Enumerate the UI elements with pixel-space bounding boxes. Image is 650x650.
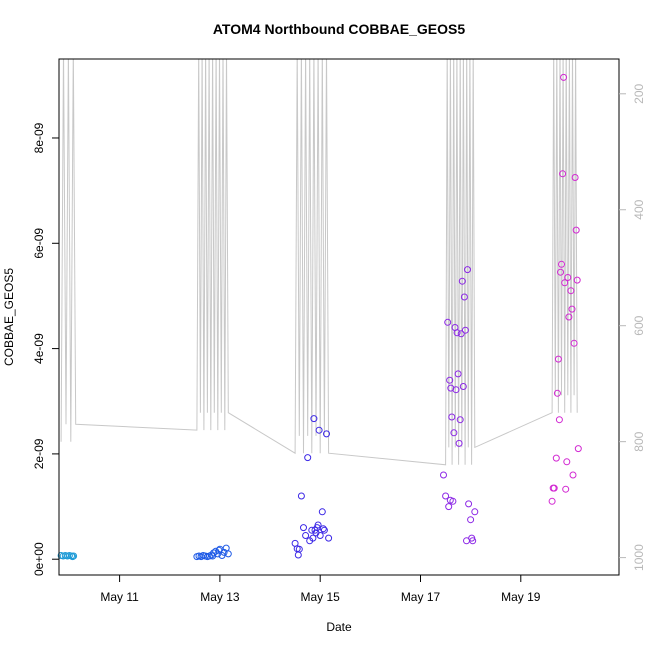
data-point [224, 550, 232, 558]
y-tick-label: 0e+00 [32, 542, 46, 576]
data-point [452, 386, 460, 394]
data-point [561, 279, 569, 287]
data-point [555, 416, 563, 424]
data-point [446, 496, 454, 504]
data-point [442, 492, 450, 500]
data-point [446, 376, 454, 384]
plot-frame [58, 58, 620, 576]
data-point [455, 439, 463, 447]
data-point [448, 413, 456, 421]
data-point [564, 274, 572, 281]
data-point [456, 416, 464, 424]
data-point [460, 293, 468, 301]
data-point [440, 471, 447, 479]
data-point [325, 534, 333, 542]
y-tick-label: 2e-09 [32, 438, 46, 469]
y2-tick-label: 600 [632, 315, 646, 335]
data-point [457, 330, 465, 338]
data-point [323, 430, 330, 438]
data-point [563, 458, 571, 466]
data-point [558, 260, 565, 268]
data-point [569, 471, 577, 479]
y-axis-label: COBBAE_GEOS5 [2, 268, 16, 366]
data-point [450, 429, 458, 437]
data-point [302, 532, 310, 539]
data-point [445, 503, 453, 511]
y2-tick-label: 400 [632, 199, 646, 219]
chart-title: ATOM4 Northbound COBBAE_GEOS5 [213, 21, 465, 37]
data-point [549, 484, 557, 492]
data-point [222, 544, 230, 552]
x-axis: May 11 May 13 May 15 May 17 May 19 [100, 575, 541, 604]
data-point [562, 485, 570, 493]
data-point [469, 537, 477, 545]
data-point [319, 525, 327, 533]
data-point [309, 534, 317, 542]
y-tick-label: 4e-09 [32, 333, 46, 364]
data-point [304, 454, 312, 462]
data-point [464, 266, 471, 274]
y2-tick-label: 800 [632, 431, 646, 451]
data-point [295, 545, 303, 553]
x-tick-label: May 15 [301, 590, 341, 604]
data-point [461, 326, 469, 334]
data-point [458, 277, 466, 285]
data-point [320, 526, 328, 534]
pressure-trace [60, 59, 578, 466]
data-point [297, 492, 305, 500]
data-point [318, 508, 326, 516]
data-point [567, 287, 575, 295]
data-point [70, 552, 78, 560]
data-point [459, 383, 467, 390]
x-tick-label: May 19 [501, 590, 541, 604]
y2-axis: 200 400 600 800 1000 [619, 83, 646, 571]
data-point [465, 500, 473, 508]
data-point [453, 329, 461, 337]
data-point [300, 524, 307, 532]
y-axis: 0e+00 2e-09 4e-09 6e-09 8e-09 [32, 122, 59, 576]
data-point [570, 339, 578, 347]
points-layer [57, 73, 582, 561]
data-point [552, 454, 560, 462]
data-point [568, 305, 576, 313]
data-point [454, 370, 462, 378]
x-tick-label: May 11 [100, 590, 139, 604]
x-tick-label: May 13 [200, 590, 240, 604]
y-tick-label: 6e-09 [32, 228, 46, 259]
data-point [573, 276, 581, 284]
data-point [315, 426, 323, 434]
data-point [553, 389, 561, 397]
data-point [560, 73, 568, 81]
data-point [316, 532, 324, 539]
data-point [471, 508, 479, 516]
pressure-trace-line [60, 59, 578, 466]
data-point [557, 268, 564, 276]
data-point [565, 313, 573, 321]
data-point [571, 174, 579, 181]
x-axis-label: Date [326, 620, 352, 634]
data-point [215, 546, 223, 554]
x-tick-label: May 17 [401, 590, 441, 604]
data-point [467, 516, 475, 524]
data-point [444, 318, 452, 326]
data-point [554, 355, 562, 363]
data-point [310, 415, 318, 423]
y2-tick-label: 200 [632, 83, 646, 103]
y2-tick-label: 1000 [632, 544, 646, 571]
data-point [548, 497, 556, 505]
data-point [572, 226, 580, 234]
data-point [574, 445, 582, 453]
data-point [559, 170, 567, 178]
data-point [209, 552, 217, 560]
y-tick-label: 8e-09 [32, 122, 46, 153]
